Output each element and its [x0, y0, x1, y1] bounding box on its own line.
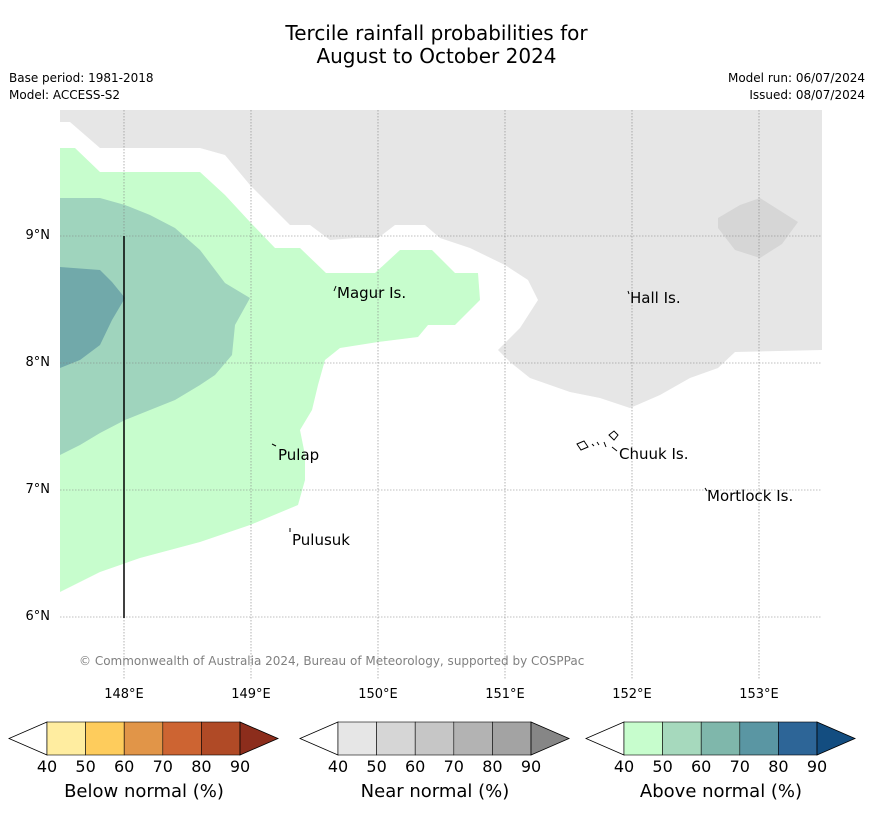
- above-normal-50-region: [60, 198, 250, 455]
- colorbar-segment: [376, 721, 416, 756]
- colorbar-segment: [123, 721, 164, 756]
- colorbar-above-normal: [585, 721, 857, 756]
- place-label-magur: Magur Is.: [337, 284, 407, 302]
- copyright-notice: © Commonwealth of Australia 2024, Bureau…: [79, 654, 585, 668]
- place-label-pulusuk: Pulusuk: [292, 531, 350, 549]
- base-period: Base period: 1981-2018: [9, 71, 154, 85]
- colorbar-segment: [337, 721, 377, 756]
- near-normal-40-region: [60, 110, 822, 408]
- colorbar-low-extend: [299, 721, 339, 756]
- colorbar-segment: [778, 721, 818, 756]
- place-label-chuuk: Chuuk Is.: [619, 445, 689, 463]
- colorbar-high-extend: [816, 721, 857, 756]
- colorbar-below-normal: [8, 721, 280, 756]
- place-label-pulap: Pulap: [278, 446, 320, 464]
- model-run: Model run: 06/07/2024: [727, 71, 865, 85]
- below-tick-90: 90: [229, 757, 251, 776]
- pulap-island-outline: [271, 443, 277, 447]
- mortlock-island-outline: [704, 487, 708, 492]
- islands: [271, 285, 708, 532]
- colorbar-segment: [414, 721, 455, 756]
- above-tick-60: 60: [691, 757, 712, 776]
- colorbar-segment: [46, 721, 86, 756]
- colorbar-near-label: Near normal (%): [360, 781, 510, 802]
- title-line-1: Tercile rainfall probabilities for: [285, 21, 588, 45]
- colorbar-segment: [739, 721, 779, 756]
- below-tick-60: 60: [114, 757, 135, 776]
- lon-label-153e: 153°E: [739, 687, 779, 702]
- near-tick-40: 40: [327, 757, 349, 776]
- colorbar-segment: [201, 721, 241, 756]
- lat-label-7n: 7°N: [25, 482, 51, 497]
- colorbar-near-normal: [299, 721, 571, 756]
- lat-label-6n: 6°N: [25, 609, 51, 624]
- colorbar-segment: [700, 721, 741, 756]
- lon-label-152e: 152°E: [612, 687, 652, 702]
- magur-island-outline: [333, 285, 337, 292]
- near-tick-80: 80: [482, 757, 503, 776]
- near-tick-50: 50: [366, 757, 387, 776]
- lat-label-9n: 9°N: [25, 228, 51, 243]
- colorbar-segment: [623, 721, 663, 756]
- colorbar-high-extend: [530, 721, 571, 756]
- colorbar-segment: [162, 721, 202, 756]
- meta-left: Base period: 1981-2018 Model: ACCESS-S2: [9, 70, 154, 104]
- model-name: Model: ACCESS-S2: [9, 88, 121, 102]
- issued-date: Issued: 08/07/2024: [749, 88, 865, 102]
- above-tick-40: 40: [613, 757, 635, 776]
- lat-label-8n: 8°N: [25, 355, 51, 370]
- lon-label-150e: 150°E: [358, 687, 398, 702]
- colorbar-segment: [85, 721, 125, 756]
- lon-label-151e: 151°E: [485, 687, 525, 702]
- place-label-mortlock: Mortlock Is.: [707, 487, 794, 505]
- chuuk-island-outline: [576, 430, 619, 452]
- colorbar-segment: [453, 721, 493, 756]
- lon-label-149e: 149°E: [231, 687, 271, 702]
- map-shading: [60, 110, 822, 592]
- colorbar-segment: [662, 721, 702, 756]
- colorbar-low-extend: [585, 721, 625, 756]
- colorbar-low-extend: [8, 721, 48, 756]
- above-tick-70: 70: [729, 757, 750, 776]
- near-tick-90: 90: [520, 757, 542, 776]
- meta-right: Model run: 06/07/2024 Issued: 08/07/2024: [728, 70, 865, 104]
- above-tick-50: 50: [652, 757, 673, 776]
- near-tick-70: 70: [443, 757, 464, 776]
- hall-island-outline: [627, 290, 630, 295]
- colorbar-high-extend: [239, 721, 280, 756]
- near-normal-50-region: [718, 198, 798, 258]
- lon-label-148e: 148°E: [104, 687, 144, 702]
- near-tick-60: 60: [405, 757, 426, 776]
- below-tick-70: 70: [152, 757, 173, 776]
- below-tick-40: 40: [36, 757, 58, 776]
- below-tick-80: 80: [191, 757, 212, 776]
- colorbar-above-label: Above normal (%): [639, 781, 803, 802]
- place-label-hall: Hall Is.: [630, 289, 681, 307]
- above-tick-80: 80: [768, 757, 789, 776]
- above-normal-60-region: [60, 267, 125, 368]
- title-line-2: August to October 2024: [316, 44, 557, 68]
- below-tick-50: 50: [75, 757, 96, 776]
- chart-title: Tercile rainfall probabilities for Augus…: [0, 22, 873, 68]
- colorbar-below-label: Below normal (%): [64, 781, 224, 802]
- colorbar-segment: [492, 721, 532, 756]
- above-tick-90: 90: [806, 757, 828, 776]
